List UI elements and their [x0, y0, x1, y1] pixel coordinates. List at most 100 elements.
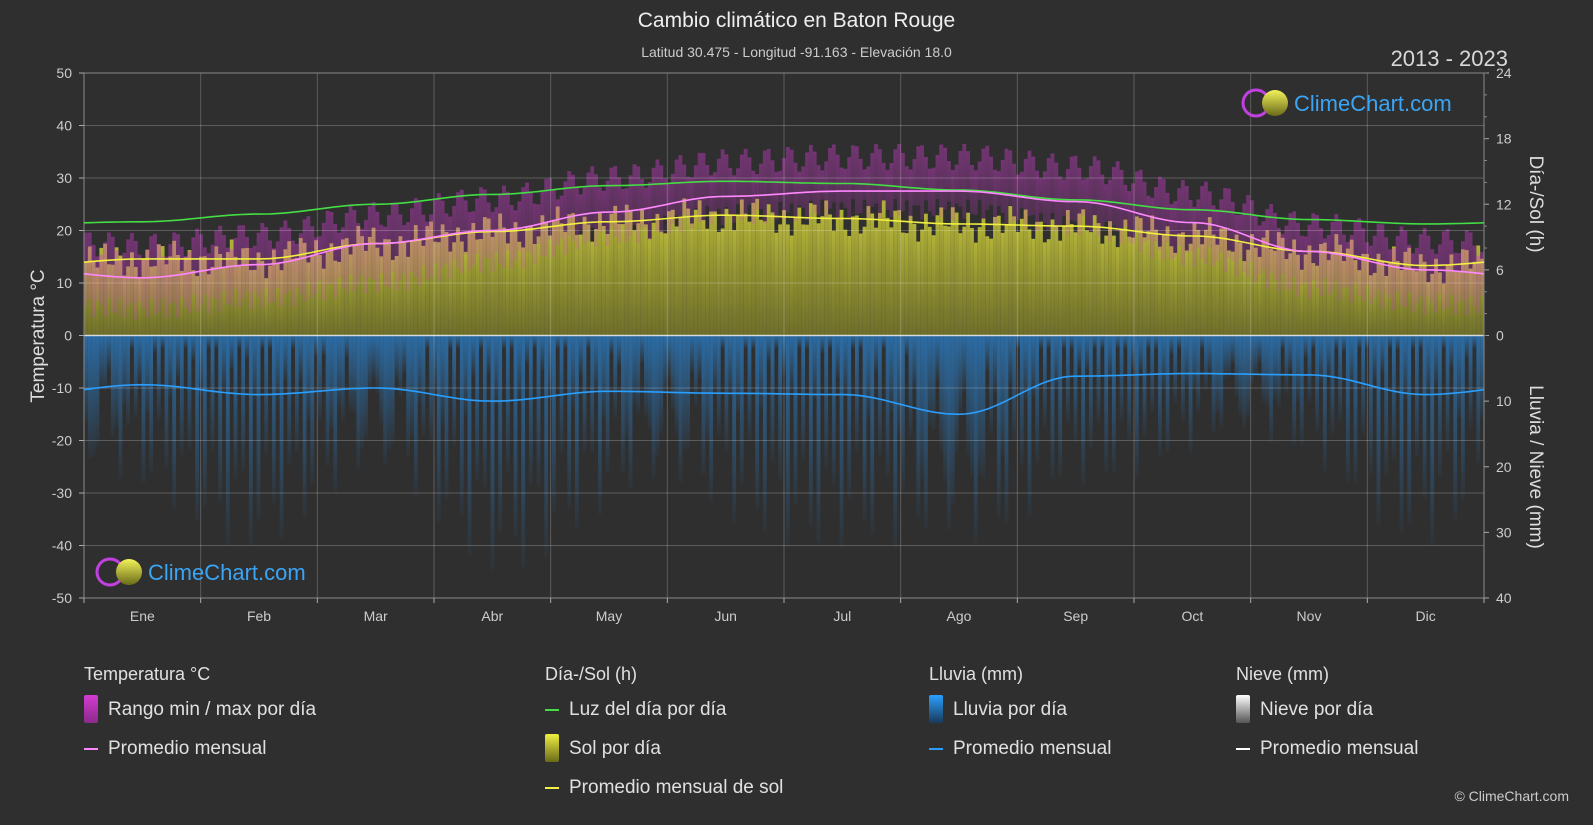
rain-bar [1062, 335, 1066, 349]
sunshine-bar [1192, 222, 1197, 336]
sunshine-bar [697, 200, 702, 336]
temp-range-bar [448, 216, 453, 279]
temp-range-bar [122, 252, 127, 318]
rain-bar [1092, 335, 1097, 349]
sunshine-swatch [545, 734, 559, 762]
sunshine-bar [1123, 219, 1128, 336]
temp-range-bar [924, 156, 928, 201]
rain-bars [84, 335, 1484, 570]
temp-range-bar [1073, 155, 1078, 222]
sunshine-bar [149, 266, 154, 336]
temp-range-bar [1173, 201, 1178, 258]
temp-range-bar [1142, 181, 1147, 243]
temp-range-bar [302, 219, 307, 302]
rain-bar [548, 335, 552, 401]
sunshine-bar [367, 236, 372, 336]
rain-bar [429, 335, 434, 443]
sunshine-bar [651, 222, 656, 336]
rain-bar [1437, 335, 1442, 477]
temp-range-bar [889, 163, 894, 218]
temp-range-bar [686, 176, 691, 219]
sunshine-bar [801, 224, 806, 336]
rain-bar [199, 335, 203, 397]
sunshine-bar [567, 214, 572, 336]
rain-bar [1353, 335, 1358, 484]
rain-bar [95, 335, 100, 447]
temp-range-bar [1353, 222, 1358, 285]
rain-bar [808, 335, 813, 527]
left-tick-label: -40 [52, 538, 72, 554]
temp-range-bar [153, 233, 157, 315]
sunshine-bar [1292, 239, 1297, 336]
legend-label: Rango min / max por día [108, 699, 317, 720]
sunshine-bar [1204, 229, 1208, 336]
temp-range-bar [364, 220, 368, 294]
rain-bar [1292, 335, 1297, 447]
rain-bar [1384, 335, 1389, 476]
chart-subtitle: Latitud 30.475 - Longitud -91.163 - Elev… [641, 44, 952, 60]
rain-bar [456, 335, 460, 349]
temp-range-bar [897, 144, 901, 216]
sunshine-bar [1311, 263, 1316, 336]
temp-range-bar [908, 169, 913, 220]
sunshine-bar [264, 278, 269, 336]
temp-range-bar [459, 189, 464, 274]
legend-label: Promedio mensual de sol [569, 777, 784, 798]
rain-bar [1104, 335, 1109, 472]
rain-bar [172, 335, 177, 510]
temp-range-bar [264, 227, 269, 289]
sunshine-bar [1357, 270, 1362, 336]
sunshine-bar [843, 229, 848, 336]
rain-bar [1319, 335, 1323, 384]
rain-bar [1414, 335, 1419, 458]
logo-sun-icon [1262, 90, 1288, 116]
chart-title: Cambio climático en Baton Rouge [637, 9, 956, 32]
temp-range-bar [528, 191, 533, 254]
sunshine-bar [494, 229, 499, 336]
rain-bar [513, 335, 518, 538]
temp-range-bar [1192, 206, 1197, 267]
right-bottom-tick-label: 40 [1496, 590, 1512, 606]
sunshine-bar [686, 208, 691, 336]
temp-range-bar [1453, 252, 1458, 315]
sunshine-bar [1273, 250, 1277, 336]
temp-range-bar [831, 144, 836, 203]
temp-range-bar [904, 166, 909, 201]
temp-range-bar [854, 146, 859, 215]
sunshine-bar [663, 233, 667, 336]
temp-range-bar [394, 202, 399, 291]
sunshine-bar [202, 256, 207, 336]
temp-range-bar [1457, 253, 1461, 302]
temp-range-bar [118, 258, 123, 299]
month-label: Nov [1297, 608, 1322, 624]
temp-range-bar [298, 233, 303, 295]
sunshine-bar [475, 239, 480, 336]
temp-range-bar [594, 174, 598, 247]
rain-bar [820, 335, 825, 354]
rain-bar [256, 335, 261, 520]
temp-range-bar [954, 164, 959, 204]
temp-range-bar [325, 210, 330, 286]
sunshine-bar [383, 239, 387, 336]
rain-bar [609, 335, 614, 354]
legend-label: Luz del día por día [569, 699, 727, 720]
temp-range-bar [475, 198, 480, 255]
temp-range-bar [1391, 248, 1396, 311]
temp-range-bar [1046, 158, 1051, 231]
rain-bar [1008, 335, 1013, 385]
legend-snow-title: Nieve (mm) [1236, 664, 1329, 684]
sunshine-bar [1280, 237, 1285, 336]
temp-range-bar [1215, 209, 1220, 261]
temp-range-bar [1349, 234, 1354, 303]
sunshine-bar [1039, 221, 1043, 336]
temp-range-bar [172, 232, 177, 303]
rain-bar [897, 335, 901, 435]
temp-range-bar [927, 168, 932, 212]
rain-bar [985, 335, 990, 371]
rain-bar [1165, 335, 1170, 454]
temp-range-bar [970, 164, 974, 214]
rain-bar [977, 335, 982, 475]
sunshine-bar [433, 241, 437, 336]
sunshine-bar [862, 226, 867, 336]
rain-bar [509, 335, 514, 349]
